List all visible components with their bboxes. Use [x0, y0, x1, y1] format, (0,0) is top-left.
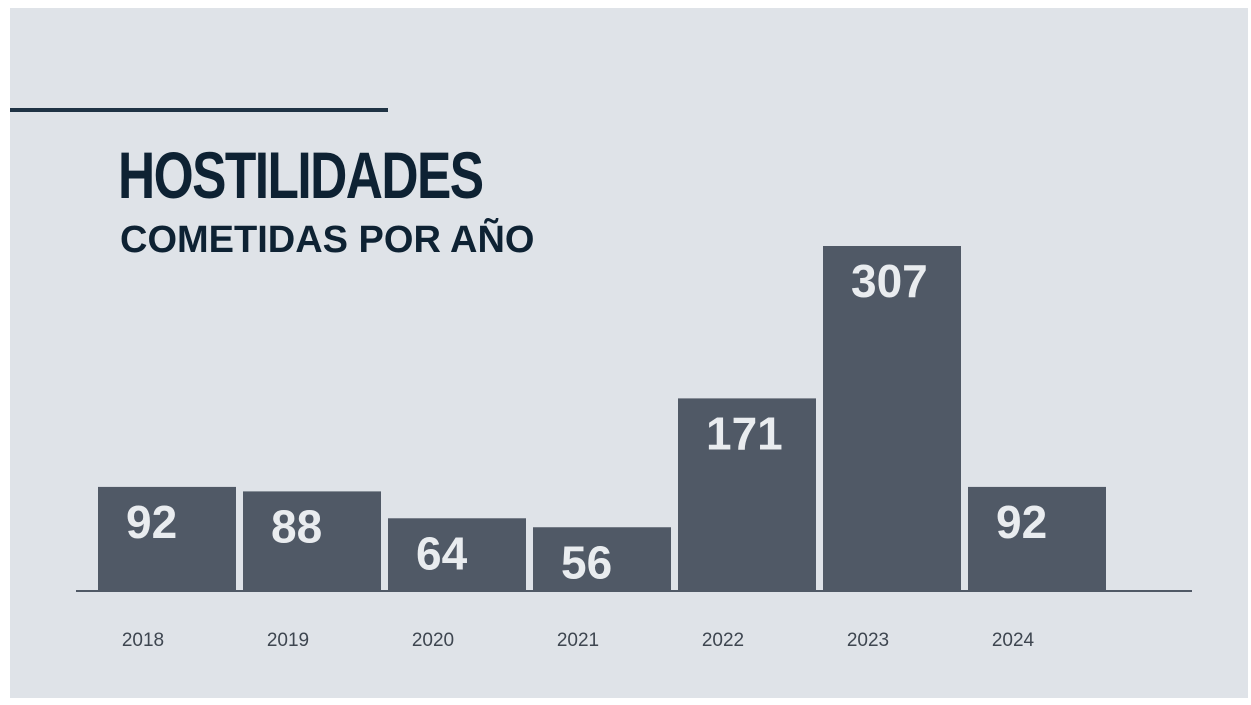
- bar-2021: [533, 527, 671, 590]
- bar-2020: [388, 518, 526, 590]
- bar-2023: [823, 246, 961, 590]
- x-tick-labels: 2018 2019 2020 2021 2022 2023 2024: [122, 630, 1035, 651]
- x-tick-label: 2023: [847, 630, 889, 651]
- bar-value-label: 92: [996, 496, 1047, 548]
- bar-2019: [243, 491, 381, 590]
- bars-layer: 92 88 64 56 171 307 92: [98, 246, 1106, 590]
- x-tick-label: 2024: [992, 630, 1035, 651]
- x-tick-label: 2022: [702, 630, 744, 651]
- chart-title: HOSTILIDADES: [118, 138, 484, 212]
- accent-rule: [10, 108, 388, 112]
- bar-2024: [968, 486, 1106, 590]
- bar-chart: 92 88 64 56 171 307 92 2018 2019 2020 2021 2022 202…: [76, 246, 1192, 651]
- x-tick-label: 2020: [412, 630, 454, 651]
- chart-subtitle: COMETIDAS POR AÑO: [120, 219, 535, 261]
- bar-value-label: 171: [706, 407, 783, 459]
- bar-2018: [98, 486, 236, 590]
- bar-value-label: 88: [271, 500, 322, 552]
- bar-2022: [678, 398, 816, 590]
- x-tick-label: 2021: [557, 630, 599, 651]
- bar-value-label: 56: [561, 536, 612, 588]
- x-tick-label: 2018: [122, 630, 164, 651]
- bar-value-label: 307: [851, 255, 928, 307]
- bar-value-label: 92: [126, 496, 177, 548]
- x-tick-label: 2019: [267, 630, 309, 651]
- chart-frame: HOSTILIDADES COMETIDAS POR AÑO 92 88 64 56 1…: [10, 8, 1248, 698]
- bar-value-label: 64: [416, 527, 468, 579]
